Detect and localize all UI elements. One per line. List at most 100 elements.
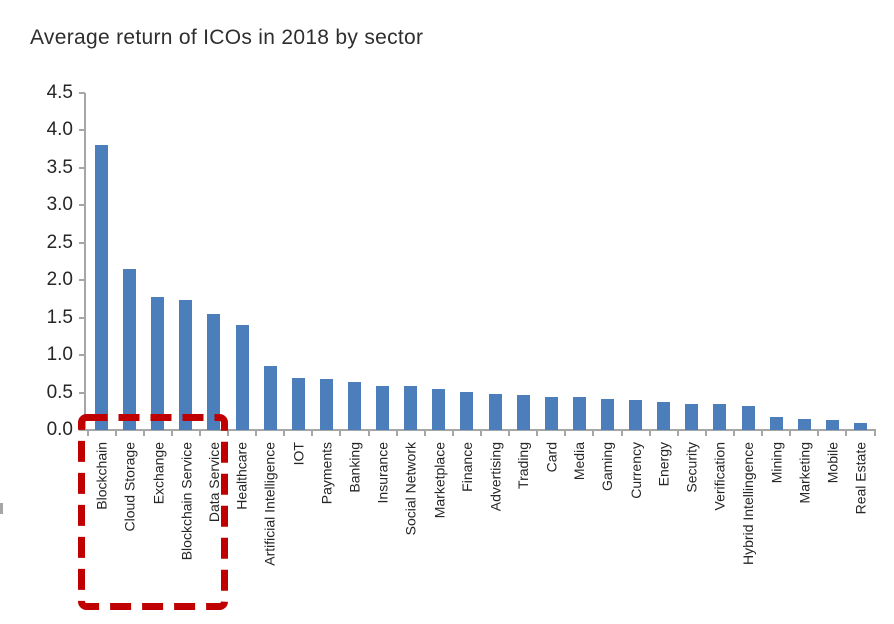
- bar: [853, 423, 867, 430]
- y-tick-label: 2.5: [46, 231, 73, 253]
- x-tick-label: Payments: [318, 442, 335, 505]
- bar: [741, 406, 755, 430]
- bar: [516, 395, 530, 430]
- left-edge-artifact: [0, 503, 3, 514]
- bar: [685, 404, 699, 430]
- x-tick-label: Blockchain Service: [177, 442, 194, 561]
- bar: [600, 399, 614, 430]
- x-tick-label: Security: [683, 442, 700, 493]
- x-tick-label: Insurance: [374, 442, 391, 504]
- y-tick: [79, 204, 85, 207]
- x-tick-label: Currency: [627, 442, 644, 499]
- y-tick-label: 1.0: [46, 344, 73, 366]
- bar: [348, 382, 362, 430]
- y-tick-label: 2.0: [46, 269, 73, 291]
- bar: [572, 397, 586, 430]
- x-tick-label: Exchange: [149, 442, 166, 505]
- bar: [319, 379, 333, 430]
- y-tick: [79, 279, 85, 282]
- y-tick-label: 4.5: [46, 82, 73, 103]
- y-axis-line: [84, 93, 86, 431]
- x-tick: [255, 430, 258, 436]
- x-tick-label: Cloud Storage: [121, 442, 138, 532]
- y-tick-label: 1.5: [46, 306, 73, 328]
- x-tick-label: Trading: [515, 442, 532, 489]
- y-tick: [79, 354, 85, 357]
- bar: [629, 400, 643, 430]
- x-tick: [873, 430, 876, 436]
- bar: [657, 402, 671, 430]
- bar: [235, 325, 249, 430]
- bar: [123, 269, 137, 430]
- x-tick-label: Marketing: [796, 442, 813, 504]
- y-tick: [79, 241, 85, 244]
- bar: [376, 386, 390, 430]
- x-tick: [451, 430, 454, 436]
- bar: [825, 420, 839, 430]
- x-tick: [845, 430, 848, 436]
- x-tick: [592, 430, 595, 436]
- x-tick-label: Hybrid Intellingence: [740, 442, 757, 565]
- x-axis-line: [79, 429, 876, 431]
- x-tick: [423, 430, 426, 436]
- bar: [769, 417, 783, 430]
- x-tick: [311, 430, 314, 436]
- x-tick-label: Banking: [346, 442, 363, 493]
- x-tick: [817, 430, 820, 436]
- x-tick-label: Card: [543, 442, 560, 473]
- bar: [263, 366, 277, 430]
- x-tick: [227, 430, 230, 436]
- x-tick-label: Blockchain: [93, 442, 110, 510]
- y-tick-label: 0.0: [46, 419, 73, 440]
- y-tick: [79, 429, 85, 431]
- bar: [291, 378, 305, 430]
- y-tick-label: 3.0: [46, 194, 73, 216]
- x-tick: [508, 430, 511, 436]
- x-tick-label: Social Network: [402, 442, 419, 536]
- x-tick: [367, 430, 370, 436]
- x-tick: [339, 430, 342, 436]
- y-tick: [79, 391, 85, 394]
- x-tick: [283, 430, 286, 436]
- x-tick-label: Real Estate: [852, 442, 869, 515]
- x-tick-label: Gaming: [599, 442, 616, 492]
- x-tick: [564, 430, 567, 436]
- y-tick-label: 0.5: [46, 381, 73, 403]
- x-tick-label: Verification: [711, 442, 728, 511]
- x-tick: [676, 430, 679, 436]
- x-tick-label: Data Service: [205, 442, 222, 523]
- x-tick-label: Healthcare: [234, 442, 251, 510]
- x-tick-label: Mining: [768, 442, 785, 484]
- y-tick-label: 3.5: [46, 156, 73, 178]
- x-tick: [620, 430, 623, 436]
- x-tick: [170, 430, 173, 436]
- x-tick-label: Energy: [655, 442, 672, 487]
- bar: [460, 392, 474, 430]
- bar: [713, 404, 727, 430]
- bar: [404, 386, 418, 430]
- x-tick: [395, 430, 398, 436]
- bar: [95, 145, 109, 430]
- bar: [432, 389, 446, 430]
- y-tick: [79, 129, 85, 132]
- x-tick: [142, 430, 145, 436]
- bar: [179, 300, 193, 430]
- x-tick-label: Artificial Intelligence: [262, 442, 279, 566]
- bar: [544, 397, 558, 430]
- x-tick: [648, 430, 651, 436]
- x-tick-label: Advertising: [487, 442, 504, 512]
- y-tick: [79, 316, 85, 319]
- x-tick: [789, 430, 792, 436]
- x-tick: [732, 430, 735, 436]
- y-tick: [79, 166, 85, 169]
- x-tick-label: Marketplace: [430, 442, 447, 519]
- x-tick-label: Finance: [458, 442, 475, 492]
- x-tick-label: Media: [571, 442, 588, 481]
- bar: [207, 314, 221, 430]
- x-tick: [536, 430, 539, 436]
- x-tick: [761, 430, 764, 436]
- y-tick-label: 4.0: [46, 119, 73, 141]
- x-tick: [114, 430, 117, 436]
- bar: [797, 419, 811, 430]
